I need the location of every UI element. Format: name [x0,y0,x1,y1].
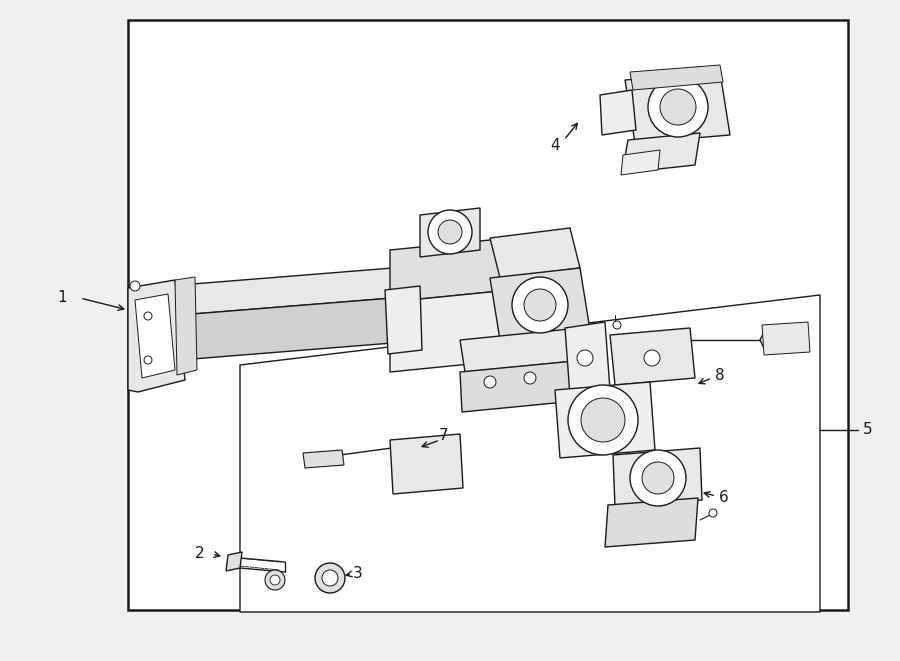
Polygon shape [420,208,480,257]
Polygon shape [613,448,702,507]
Polygon shape [555,382,655,458]
Circle shape [642,462,674,494]
Text: 7: 7 [439,428,449,442]
Text: 4: 4 [550,137,560,153]
Circle shape [130,281,140,291]
Polygon shape [226,552,242,571]
Polygon shape [180,265,430,315]
Polygon shape [621,150,660,175]
Polygon shape [625,72,730,143]
Circle shape [428,210,472,254]
Circle shape [581,398,625,442]
Polygon shape [303,450,344,468]
Circle shape [315,563,345,593]
Bar [128,20,848,610]
Circle shape [144,312,152,320]
Text: 1: 1 [58,290,67,305]
Circle shape [144,356,152,364]
Polygon shape [240,295,820,612]
Polygon shape [630,65,723,90]
Text: 5: 5 [863,422,873,438]
Polygon shape [385,286,422,354]
Circle shape [630,450,686,506]
Text: 3: 3 [353,566,363,582]
Circle shape [524,289,556,321]
Circle shape [270,575,280,585]
Polygon shape [605,498,698,547]
Circle shape [644,350,660,366]
Polygon shape [390,238,510,302]
Polygon shape [460,328,585,372]
Polygon shape [175,277,197,375]
Circle shape [265,570,285,590]
Polygon shape [460,360,586,412]
Circle shape [709,509,717,517]
Circle shape [512,277,568,333]
Polygon shape [490,268,590,340]
Polygon shape [490,228,580,278]
Text: 6: 6 [719,490,729,506]
Polygon shape [610,328,695,385]
Circle shape [660,89,696,125]
Circle shape [524,372,536,384]
Polygon shape [180,295,430,360]
Polygon shape [128,280,185,392]
Circle shape [648,77,708,137]
Circle shape [577,350,593,366]
Polygon shape [565,322,610,396]
Polygon shape [135,294,175,378]
Polygon shape [390,434,463,494]
Text: 2: 2 [195,547,205,561]
Circle shape [484,376,496,388]
Polygon shape [390,290,510,372]
Polygon shape [600,90,636,135]
Circle shape [322,570,338,586]
Circle shape [613,321,621,329]
Polygon shape [622,133,700,173]
Polygon shape [762,322,810,355]
Circle shape [438,220,462,244]
Text: 8: 8 [716,368,724,383]
Circle shape [568,385,638,455]
